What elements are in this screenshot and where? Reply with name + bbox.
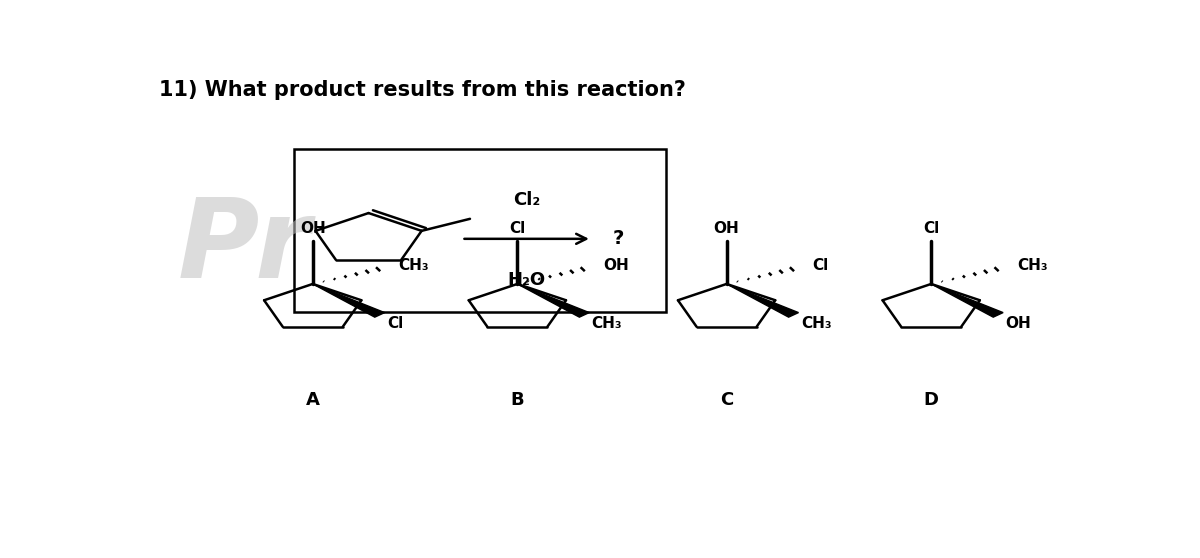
- Text: Cl: Cl: [509, 221, 526, 236]
- Text: CH₃: CH₃: [398, 258, 428, 272]
- Polygon shape: [313, 284, 385, 317]
- Text: CH₃: CH₃: [1016, 258, 1048, 272]
- Text: CH₃: CH₃: [592, 316, 623, 331]
- Text: Cl: Cl: [388, 316, 403, 331]
- Text: Cl: Cl: [812, 258, 828, 272]
- Text: D: D: [924, 391, 938, 410]
- Text: OH: OH: [714, 221, 739, 236]
- Text: Cl: Cl: [923, 221, 940, 236]
- Text: A: A: [306, 391, 319, 410]
- Polygon shape: [931, 284, 1003, 317]
- Text: CH₃: CH₃: [802, 316, 832, 331]
- Text: Cl₂: Cl₂: [514, 191, 540, 209]
- Text: OH: OH: [602, 258, 629, 272]
- Bar: [294, 148, 666, 312]
- Text: OH: OH: [1006, 316, 1031, 331]
- Text: B: B: [510, 391, 524, 410]
- Text: Pr: Pr: [178, 194, 311, 301]
- Polygon shape: [727, 284, 798, 317]
- Text: ?: ?: [612, 229, 624, 248]
- Text: C: C: [720, 391, 733, 410]
- Polygon shape: [517, 284, 589, 317]
- Text: OH: OH: [300, 221, 325, 236]
- Text: 11) What product results from this reaction?: 11) What product results from this react…: [160, 80, 686, 100]
- Text: H₂O: H₂O: [508, 271, 546, 289]
